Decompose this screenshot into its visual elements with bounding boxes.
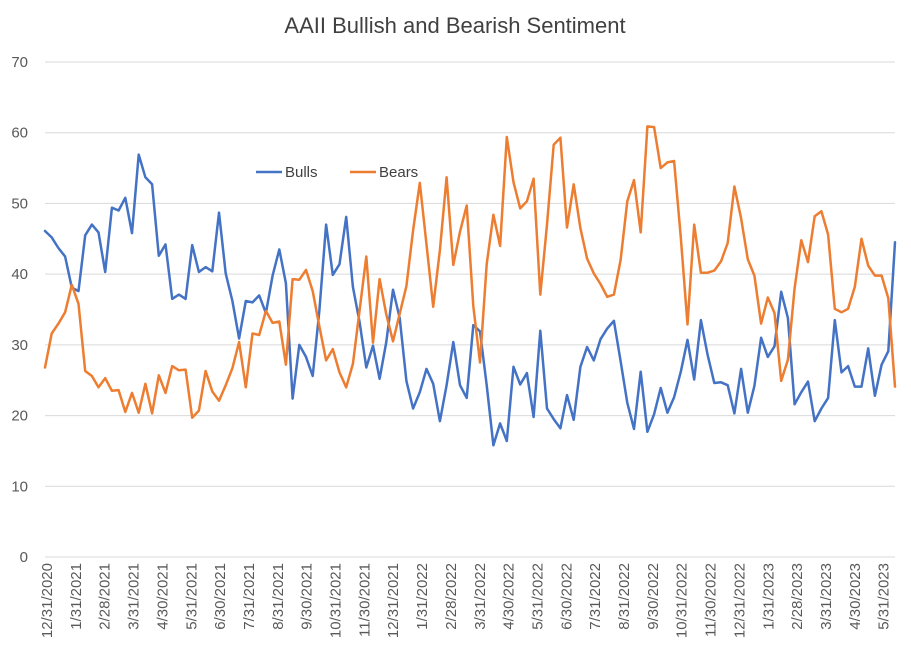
y-tick-label: 10 bbox=[11, 478, 28, 495]
x-tick-label: 1/31/2023 bbox=[760, 563, 777, 630]
x-tick-label: 9/30/2021 bbox=[299, 563, 316, 630]
y-tick-label: 50 bbox=[11, 195, 28, 212]
x-tick-label: 8/31/2021 bbox=[270, 563, 287, 630]
series-lines bbox=[43, 125, 897, 447]
y-tick-label: 30 bbox=[11, 337, 28, 354]
chart-title: AAII Bullish and Bearish Sentiment bbox=[284, 13, 625, 38]
x-tick-label: 4/30/2022 bbox=[501, 563, 518, 630]
x-tick-label: 10/31/2022 bbox=[674, 563, 691, 638]
x-tick-label: 2/28/2021 bbox=[97, 563, 114, 630]
x-tick-label: 1/31/2022 bbox=[414, 563, 431, 630]
y-tick-label: 70 bbox=[11, 54, 28, 71]
x-tick-label: 7/31/2022 bbox=[587, 563, 604, 630]
x-tick-label: 2/28/2023 bbox=[789, 563, 806, 630]
x-tick-label: 6/30/2021 bbox=[212, 563, 229, 630]
x-tick-label: 12/31/2022 bbox=[731, 563, 748, 638]
y-axis-ticks: 0 10 20 30 40 50 60 70 bbox=[11, 54, 28, 566]
x-tick-label: 10/31/2021 bbox=[328, 563, 345, 638]
gridlines bbox=[45, 61, 895, 558]
y-tick-label: 0 bbox=[20, 549, 28, 566]
x-tick-label: 3/31/2022 bbox=[472, 563, 489, 630]
y-tick-label: 20 bbox=[11, 408, 28, 425]
series-line-bulls bbox=[43, 153, 897, 447]
series-line-bears bbox=[43, 125, 897, 419]
x-tick-label: 11/30/2022 bbox=[703, 563, 720, 637]
legend: Bulls Bears bbox=[256, 164, 418, 181]
x-tick-label: 1/31/2021 bbox=[68, 563, 85, 630]
x-tick-label: 3/31/2023 bbox=[818, 563, 835, 630]
x-tick-label: 3/31/2021 bbox=[126, 563, 143, 630]
x-tick-label: 4/30/2021 bbox=[154, 563, 171, 630]
x-tick-label: 12/31/2021 bbox=[385, 563, 402, 638]
legend-label-bears: Bears bbox=[379, 164, 418, 181]
x-tick-label: 9/30/2022 bbox=[645, 563, 662, 630]
x-tick-label: 5/31/2022 bbox=[529, 563, 546, 630]
x-tick-label: 7/31/2021 bbox=[241, 563, 258, 630]
x-tick-label: 12/31/2020 bbox=[39, 563, 56, 638]
y-tick-label: 40 bbox=[11, 266, 28, 283]
x-tick-label: 5/31/2021 bbox=[183, 563, 200, 630]
x-tick-label: 5/31/2023 bbox=[876, 563, 893, 630]
x-axis-ticks: 12/31/2020 1/31/2021 2/28/2021 3/31/2021 4/3… bbox=[39, 563, 893, 638]
x-tick-label: 2/28/2022 bbox=[443, 563, 460, 630]
x-tick-label: 4/30/2023 bbox=[847, 563, 864, 630]
y-tick-label: 60 bbox=[11, 125, 28, 142]
legend-label-bulls: Bulls bbox=[285, 164, 318, 181]
x-tick-label: 11/30/2021 bbox=[356, 563, 373, 637]
x-tick-label: 8/31/2022 bbox=[616, 563, 633, 630]
x-tick-label: 6/30/2022 bbox=[558, 563, 575, 630]
